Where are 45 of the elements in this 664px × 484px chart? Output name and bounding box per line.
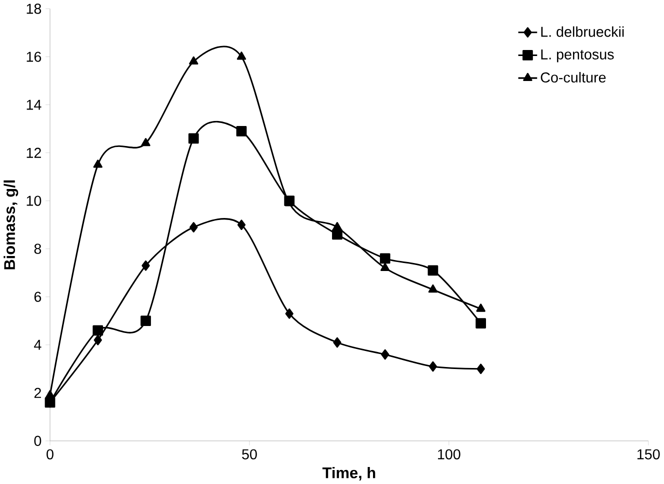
point [476, 318, 486, 328]
point [190, 222, 198, 232]
y-tick-label: 18 [26, 4, 42, 14]
point [94, 334, 102, 346]
y-tick-label: 14 [26, 100, 42, 110]
point [236, 126, 247, 136]
legend-label: L. delbrueckii [541, 26, 624, 37]
point [188, 133, 199, 144]
point [236, 51, 246, 60]
point [332, 229, 342, 240]
y-axis-title: Biomass, g/l [4, 180, 18, 270]
point [380, 349, 390, 360]
y-tick-label: 10 [26, 196, 42, 206]
point [285, 308, 294, 319]
point [93, 160, 102, 168]
point [141, 138, 150, 146]
x-tick-label: 150 [637, 449, 660, 460]
point [428, 265, 438, 276]
point [140, 316, 151, 326]
point [332, 222, 342, 230]
y-tick-label: 4 [34, 340, 42, 350]
y-tick-label: 8 [34, 244, 42, 254]
point [333, 337, 342, 348]
x-axis-title: Time, h [322, 466, 376, 480]
point [428, 284, 438, 293]
point [476, 364, 485, 374]
point [189, 56, 198, 64]
point [92, 325, 104, 336]
y-tick-label: 12 [26, 148, 41, 158]
y-tick-label: 2 [34, 388, 41, 398]
point [237, 220, 246, 230]
legend-label: Co-culture [540, 72, 606, 82]
point [142, 260, 150, 271]
point [428, 361, 438, 372]
point [380, 253, 390, 264]
y-tick-label: 6 [34, 292, 42, 302]
point [380, 262, 390, 271]
x-tick-label: 0 [46, 449, 54, 460]
x-tick-label: 50 [242, 449, 257, 460]
y-tick-label: 0 [34, 436, 42, 446]
legend-label: L. pentosus [541, 49, 614, 62]
y-tick-label: 16 [26, 52, 42, 62]
point [45, 390, 55, 398]
x-tick-label: 100 [438, 449, 460, 460]
point [476, 304, 486, 312]
